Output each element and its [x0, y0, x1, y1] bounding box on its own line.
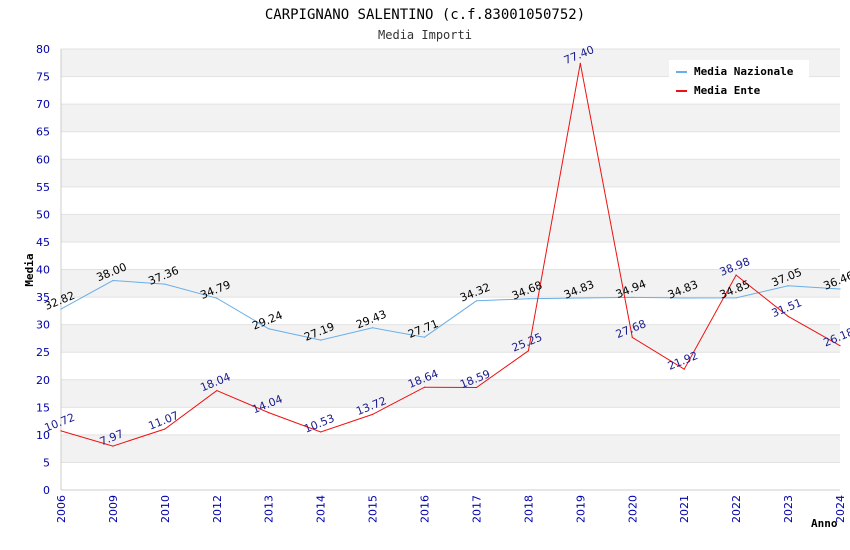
chart-title: CARPIGNANO SALENTINO (c.f.83001050752): [265, 7, 585, 23]
y-tick-label: 20: [36, 374, 50, 387]
data-point: [372, 413, 374, 415]
legend-box: [669, 60, 809, 102]
data-point: [683, 297, 685, 299]
x-tick-label: 2009: [107, 495, 120, 523]
data-point: [423, 386, 426, 388]
data-point: [320, 431, 322, 433]
grid-band: [61, 297, 840, 325]
data-point: [60, 430, 62, 432]
y-axis-label: Media: [23, 253, 36, 286]
x-tick-label: 2015: [367, 495, 380, 523]
data-point: [579, 297, 581, 299]
data-point: [787, 285, 789, 287]
y-axis-ticks: 0 5 10 15 20 25 30 35 40 45 50 55 60 65 70 75 80: [36, 43, 50, 497]
y-tick-label: 10: [36, 429, 50, 442]
data-point: [216, 389, 218, 392]
y-tick-label: 5: [43, 456, 50, 469]
grid-band: [61, 379, 840, 408]
y-tick-label: 30: [36, 319, 50, 332]
data-point: [112, 279, 114, 282]
y-tick-label: 60: [36, 153, 50, 166]
y-tick-label: 25: [36, 346, 50, 359]
x-tick-label: 2020: [626, 495, 639, 523]
data-point: [839, 345, 841, 347]
grid-band: [61, 214, 840, 242]
y-tick-label: 35: [36, 291, 50, 304]
x-tick-label: 2017: [470, 495, 483, 523]
grid-band: [61, 241, 840, 270]
legend-label-media-ente: Media Ente: [694, 84, 761, 97]
x-tick-label: 2012: [211, 495, 224, 523]
x-tick-label: 2024: [834, 495, 847, 523]
x-tick-label: 2010: [159, 495, 172, 523]
data-point: [839, 288, 841, 290]
x-tick-label: 2018: [522, 495, 535, 523]
y-tick-label: 70: [36, 98, 50, 111]
data-point: [112, 445, 114, 447]
x-tick-label: 2006: [55, 495, 68, 523]
data-point: [216, 297, 218, 299]
y-tick-label: 15: [36, 401, 50, 414]
data-point: [268, 328, 270, 330]
grid-band: [61, 407, 840, 435]
grid-band: [61, 269, 840, 298]
x-tick-label: 2023: [782, 495, 795, 523]
series-line: [60, 279, 841, 341]
series-line: [60, 63, 841, 447]
x-tick-label: 2022: [730, 495, 743, 523]
data-point: [320, 339, 322, 341]
data-point: [527, 298, 530, 300]
grid-band: [61, 352, 840, 380]
chart-subtitle: Media Importi: [378, 28, 472, 42]
data-point: [475, 386, 478, 389]
y-tick-label: 50: [36, 208, 50, 221]
grid-band: [61, 324, 840, 353]
y-tick-label: 45: [36, 236, 50, 249]
grid-band: [61, 186, 840, 215]
legend-label-media-nazionale: Media Nazionale: [694, 65, 794, 78]
grid-band: [61, 159, 840, 187]
y-tick-label: 0: [43, 484, 50, 497]
grid-band: [61, 434, 840, 463]
y-tick-label: 75: [36, 71, 50, 84]
grid-bands: [60, 48, 840, 491]
data-point: [787, 315, 789, 317]
data-point: [164, 428, 166, 430]
data-point: [268, 412, 270, 414]
data-point: [631, 296, 633, 298]
data-point: [372, 327, 374, 329]
data-point: [579, 62, 581, 64]
grid-band: [61, 104, 840, 132]
x-tick-label: 2021: [678, 495, 691, 523]
y-tick-label: 40: [36, 264, 50, 277]
x-tick-label: 2014: [315, 495, 328, 523]
x-tick-label: 2016: [419, 495, 432, 523]
data-point: [631, 336, 633, 339]
series-media-nazionale: [60, 279, 841, 341]
grid-band: [61, 462, 840, 490]
y-tick-label: 55: [36, 181, 50, 194]
grid-band: [61, 131, 840, 160]
y-tick-label: 80: [36, 43, 50, 56]
data-point: [60, 308, 62, 310]
data-point: [164, 283, 166, 285]
data-point: [735, 274, 737, 276]
data-point: [735, 297, 737, 299]
data-point: [683, 368, 685, 370]
data-point: [475, 300, 478, 302]
series-media-ente: [60, 62, 841, 447]
data-point: [527, 350, 530, 352]
x-axis-ticks: 2006 2009 2010 2012 2013 2014 2015 2016 2017 2018…: [55, 495, 847, 523]
x-tick-label: 2019: [574, 495, 587, 523]
x-axis-label: Anno: [811, 517, 838, 530]
y-tick-label: 65: [36, 126, 50, 139]
legend: Media Nazionale Media Ente: [669, 60, 809, 102]
x-tick-label: 2013: [263, 495, 276, 523]
data-point: [423, 336, 426, 338]
